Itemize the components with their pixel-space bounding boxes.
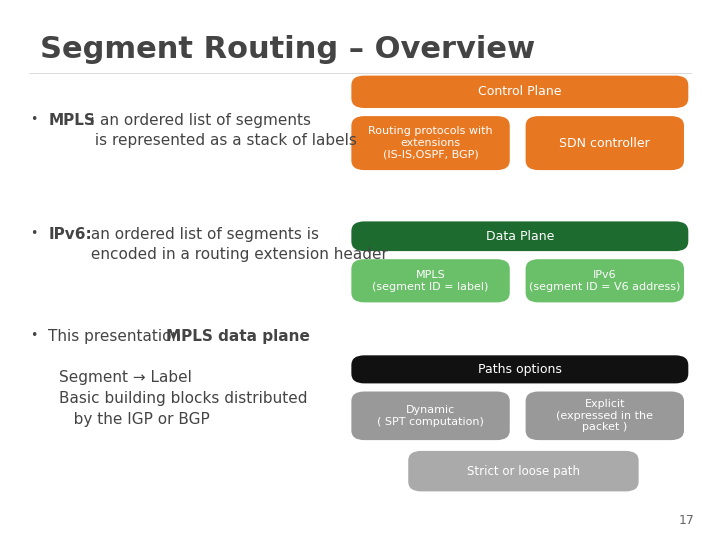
FancyBboxPatch shape [526,392,684,440]
FancyBboxPatch shape [351,259,510,302]
FancyBboxPatch shape [351,392,510,440]
Text: This presentation:: This presentation: [48,329,192,345]
Text: •: • [30,329,37,342]
Text: Segment → Label
Basic building blocks distributed
   by the IGP or BGP: Segment → Label Basic building blocks di… [59,370,307,427]
FancyBboxPatch shape [351,116,510,170]
Text: SDN controller: SDN controller [559,137,650,150]
Text: IPv6:: IPv6: [48,227,92,242]
Text: IPv6
(segment ID = V6 address): IPv6 (segment ID = V6 address) [529,270,680,292]
Text: Segment Routing – Overview: Segment Routing – Overview [40,35,535,64]
Text: an ordered list of segments is
 encoded in a routing extension header: an ordered list of segments is encoded i… [86,227,388,261]
FancyBboxPatch shape [526,116,684,170]
FancyBboxPatch shape [351,221,688,251]
Text: Paths options: Paths options [478,363,562,376]
Text: •: • [30,227,37,240]
Text: Data Plane: Data Plane [486,230,554,243]
FancyBboxPatch shape [526,259,684,302]
Text: : an ordered list of segments
 is represented as a stack of labels: : an ordered list of segments is represe… [90,113,357,148]
FancyBboxPatch shape [408,451,639,491]
Text: Routing protocols with
extensions
(IS-IS,OSPF, BGP): Routing protocols with extensions (IS-IS… [368,126,493,160]
FancyBboxPatch shape [351,355,688,383]
Text: MPLS
(segment ID = label): MPLS (segment ID = label) [372,270,489,292]
Text: Strict or loose path: Strict or loose path [467,464,580,478]
Text: Explicit
(expressed in the
packet ): Explicit (expressed in the packet ) [557,399,653,433]
FancyBboxPatch shape [351,76,688,108]
Text: •: • [30,113,37,126]
Text: MPLS data plane: MPLS data plane [166,329,310,345]
Text: Dynamic
( SPT computation): Dynamic ( SPT computation) [377,405,484,427]
Text: MPLS: MPLS [48,113,95,129]
Text: 17: 17 [679,514,695,526]
Text: Control Plane: Control Plane [478,85,562,98]
